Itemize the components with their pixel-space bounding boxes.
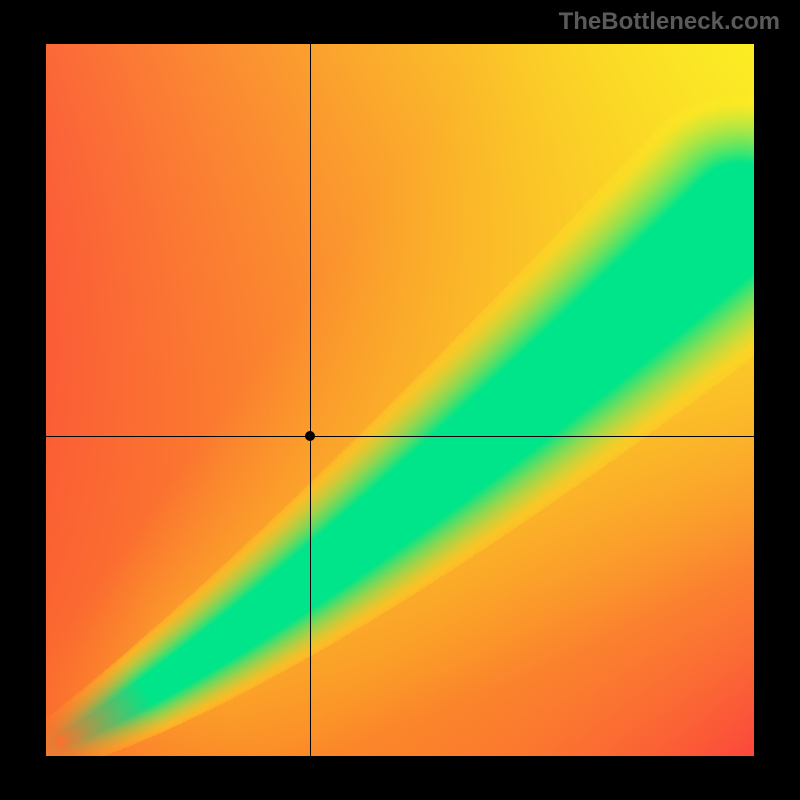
watermark-text: TheBottleneck.com <box>559 8 780 36</box>
crosshair-vertical <box>310 44 311 756</box>
heatmap-gradient <box>46 44 754 756</box>
crosshair-horizontal <box>46 436 754 437</box>
plot-area <box>46 44 754 756</box>
data-point-marker <box>305 431 315 441</box>
